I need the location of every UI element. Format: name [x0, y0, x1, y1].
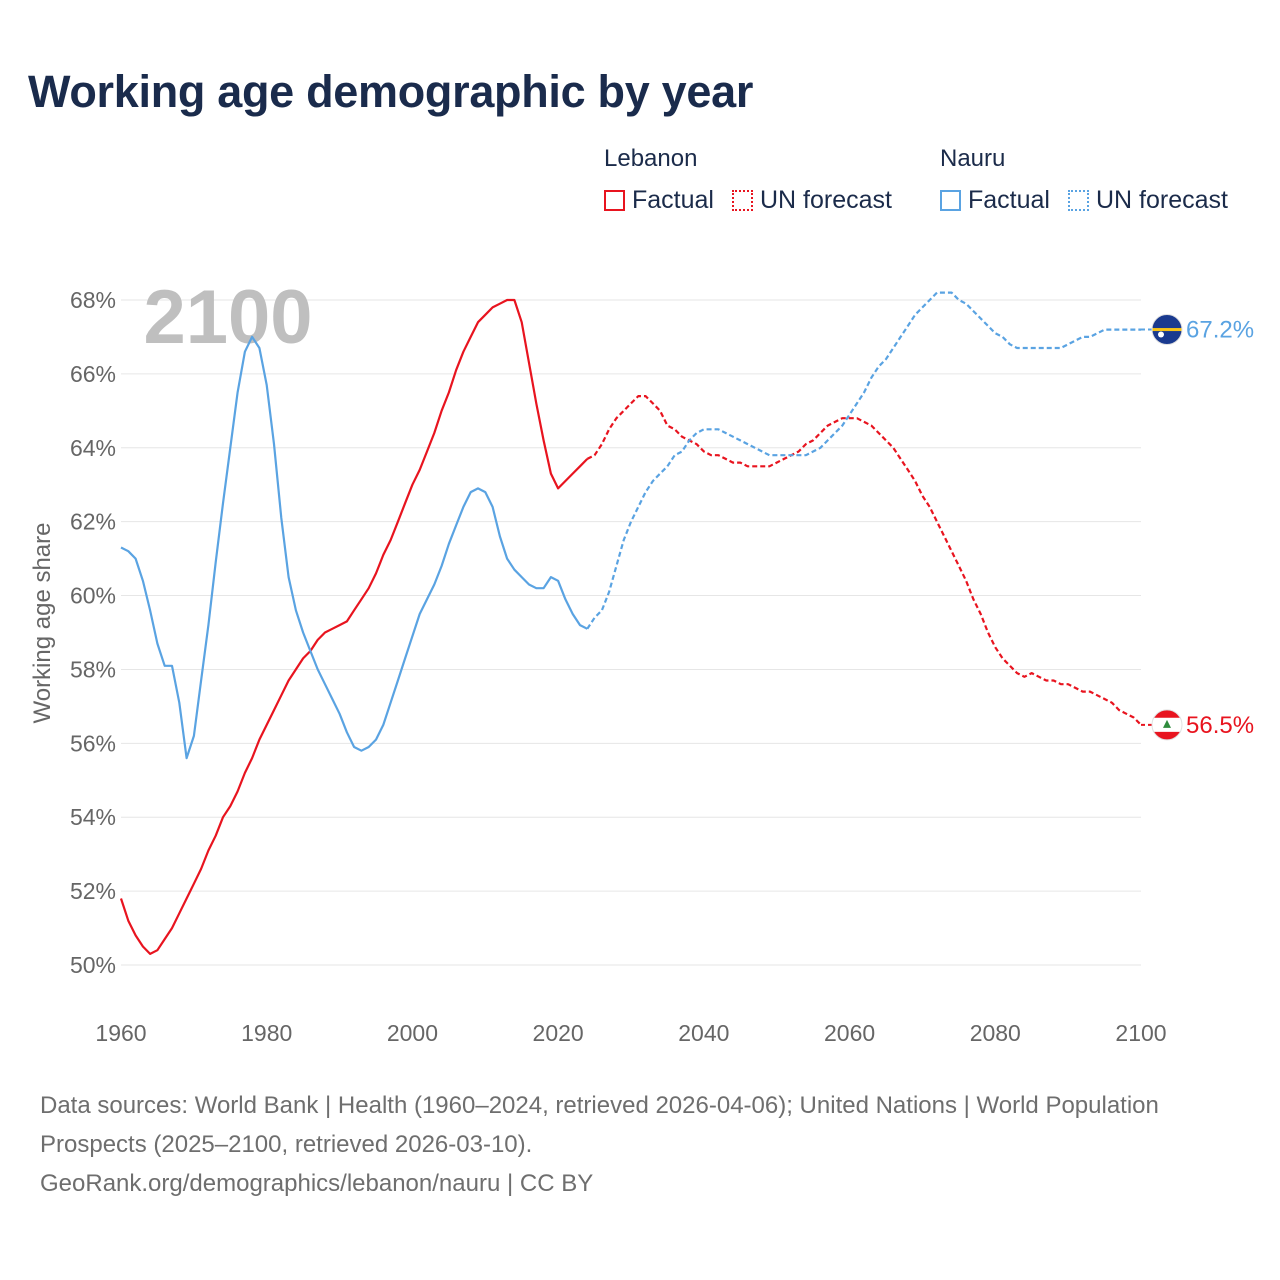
y-tick-label: 64%: [70, 435, 116, 461]
y-axis-ticks: 50% 52% 54% 56% 58% 60% 62% 64% 66% 68%: [70, 287, 116, 978]
legend-label: UN forecast: [759, 186, 892, 214]
y-tick-label: 60%: [70, 583, 116, 609]
end-markers: 56.5% 67.2%: [1141, 314, 1254, 741]
legend-swatch-dotted: [731, 190, 753, 211]
nauru-forecast-line[interactable]: [586, 291, 1141, 630]
footer: Data sources: World Bank | Health (1960–…: [40, 1086, 1220, 1203]
chart-title: Working age demographic by year: [28, 66, 754, 117]
legend-lebanon-forecast[interactable]: UN forecast: [731, 186, 892, 215]
y-tick-label: 52%: [70, 878, 116, 904]
nauru-flag-icon[interactable]: [1151, 314, 1183, 346]
y-tick-label: 58%: [70, 656, 116, 682]
x-tick-label: 2060: [824, 1020, 875, 1046]
lebanon-flag-icon[interactable]: [1151, 709, 1183, 741]
legend-swatch-solid: [940, 190, 961, 211]
legend-group-name: Lebanon: [604, 145, 698, 172]
y-tick-label: 66%: [70, 361, 116, 387]
series-lines: [119, 291, 1142, 956]
legend-swatch-dotted: [1067, 190, 1089, 211]
year-watermark: 2100: [143, 275, 312, 360]
legend-group-lebanon: Lebanon Factual UN forecast: [604, 144, 892, 215]
y-tick-label: 68%: [70, 287, 116, 313]
lebanon-forecast-line[interactable]: [586, 395, 1142, 726]
data-sources: Data sources: World Bank | Health (1960–…: [40, 1092, 1159, 1158]
legend-label: Factual: [968, 186, 1050, 214]
nauru-end-label: 67.2%: [1186, 317, 1254, 344]
legend-label: Factual: [632, 186, 714, 214]
x-tick-label: 2020: [533, 1020, 584, 1046]
x-tick-label: 2000: [387, 1020, 438, 1046]
x-axis-ticks: 1960 1980 2000 2020 2040 2060 2080 2100: [95, 1020, 1166, 1046]
line-chart: 50% 52% 54% 56% 58% 60% 62% 64% 66% 68% 1960 1980 2…: [29, 275, 1254, 1046]
y-tick-label: 54%: [70, 804, 116, 830]
y-tick-label: 56%: [70, 730, 116, 756]
legend-label: UN forecast: [1095, 186, 1228, 214]
y-tick-label: 62%: [70, 509, 116, 535]
legend-nauru-factual[interactable]: Factual: [940, 186, 1050, 215]
legend-group-nauru: Nauru Factual UN forecast: [940, 144, 1228, 215]
x-tick-label: 1980: [241, 1020, 292, 1046]
y-tick-label: 50%: [70, 952, 116, 978]
credit-link[interactable]: GeoRank.org/demographics/lebanon/nauru |…: [40, 1170, 594, 1197]
nauru-factual-line[interactable]: [120, 335, 588, 760]
gridlines: [121, 299, 1141, 966]
legend-swatch-solid: [604, 190, 625, 211]
lebanon-end-label: 56.5%: [1186, 712, 1254, 739]
legend-lebanon-factual[interactable]: Factual: [604, 186, 714, 215]
x-tick-label: 2100: [1115, 1020, 1166, 1046]
y-axis-label: Working age share: [29, 523, 56, 724]
legend-group-name: Nauru: [940, 145, 1006, 172]
x-tick-label: 2080: [970, 1020, 1021, 1046]
lebanon-factual-line[interactable]: [119, 298, 589, 956]
x-tick-label: 1960: [95, 1020, 146, 1046]
x-tick-label: 2040: [678, 1020, 729, 1046]
legend-nauru-forecast[interactable]: UN forecast: [1067, 186, 1228, 215]
